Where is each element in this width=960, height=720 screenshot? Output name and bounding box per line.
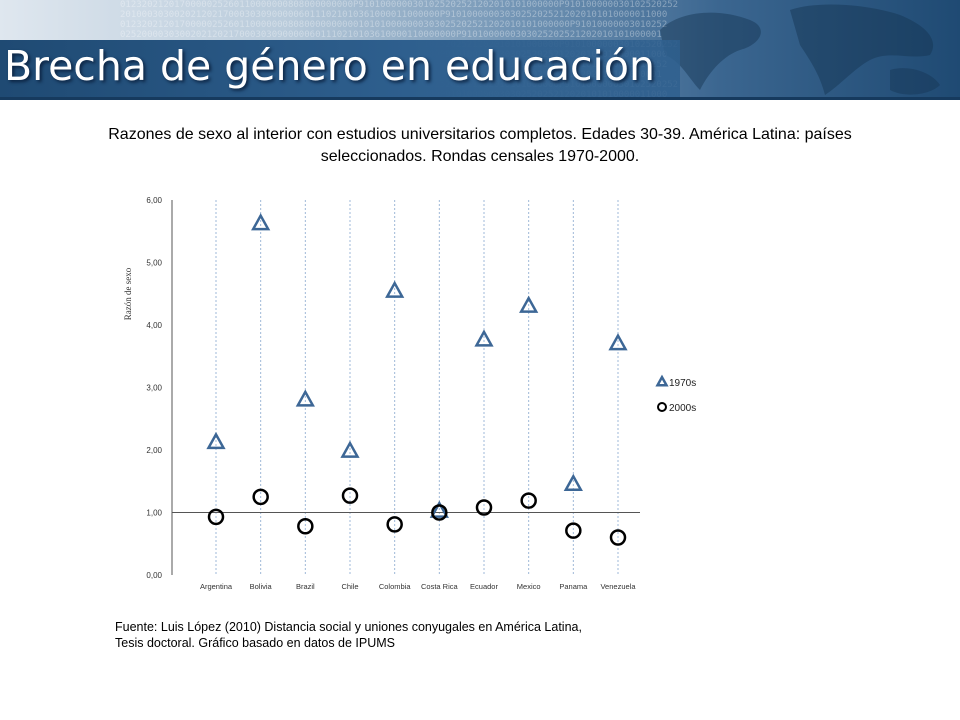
point-2000s-bolivia <box>252 488 269 506</box>
legend-label-2000s: 2000s <box>669 403 696 414</box>
y-tick-label: 4,00 <box>146 321 162 330</box>
point-1970s-colombia <box>385 280 405 298</box>
point-2000s-panama <box>565 522 582 539</box>
x-category-label: Chile <box>341 582 358 591</box>
point-2000s-mexico <box>520 492 537 509</box>
mark-layer <box>206 213 628 546</box>
point-2000s-venezuela <box>609 529 627 546</box>
axis-layer: 0,00 1,00 2,00 3,00 4,00 5,00 6,00 Razón de sex… <box>123 196 640 591</box>
y-tick-label: 1,00 <box>146 509 162 518</box>
point-1970s-brazil <box>295 389 315 407</box>
x-category-label: Bolivia <box>250 582 273 591</box>
page-title: Brecha de género en educación <box>4 42 655 90</box>
source-line-2: Tesis doctoral. Gráfico basado en datos … <box>115 636 396 650</box>
x-category-label: Venezuela <box>600 582 636 591</box>
x-category-label: Colombia <box>379 582 412 591</box>
legend-layer: 1970s 2000s <box>655 374 696 414</box>
x-category-label: Argentina <box>200 582 233 591</box>
point-1970s-mexico <box>519 295 539 313</box>
point-1970s-panama <box>563 473 583 492</box>
point-1970s-bolivia <box>251 213 271 231</box>
header-banner: 0123202120170000025260110000000808000000… <box>0 0 960 100</box>
point-2000s-costa-rica <box>431 504 448 521</box>
y-axis-label: Razón de sexo <box>123 267 133 320</box>
point-2000s-colombia <box>386 516 403 533</box>
x-category-label: Ecuador <box>470 582 498 591</box>
x-category-label: Mexico <box>517 582 541 591</box>
grid-layer <box>215 200 619 575</box>
x-category-label: Panama <box>559 582 588 591</box>
source-note: Fuente: Luis López (2010) Distancia soci… <box>115 619 675 651</box>
header-divider <box>0 97 960 100</box>
point-1970s-costa-rica <box>429 500 449 518</box>
title-bar <box>0 40 680 100</box>
legend-marker-1970s <box>655 374 669 387</box>
point-1970s-ecuador <box>474 329 494 347</box>
point-2000s-argentina <box>207 508 225 526</box>
source-line-1: Fuente: Luis López (2010) Distancia soci… <box>115 620 582 634</box>
y-tick-label: 5,00 <box>146 259 162 268</box>
legend-marker-2000s <box>657 402 667 412</box>
x-category-label: Costa Rica <box>421 582 459 591</box>
y-tick-label: 6,00 <box>146 196 162 205</box>
y-tick-label: 0,00 <box>146 571 162 580</box>
point-2000s-chile <box>341 487 359 504</box>
point-1970s-chile <box>340 440 360 458</box>
chart-subtitle: Razones de sexo al interior con estudios… <box>108 126 852 165</box>
legend-label-1970s: 1970s <box>669 378 696 389</box>
point-1970s-argentina <box>206 431 226 450</box>
y-tick-label: 2,00 <box>146 446 162 455</box>
x-category-label: Brazil <box>296 582 315 591</box>
world-map-decoration <box>660 4 940 96</box>
point-1970s-venezuela <box>608 333 628 351</box>
point-2000s-ecuador <box>475 499 493 516</box>
y-tick-label: 3,00 <box>146 384 162 393</box>
point-2000s-brazil <box>297 518 314 535</box>
